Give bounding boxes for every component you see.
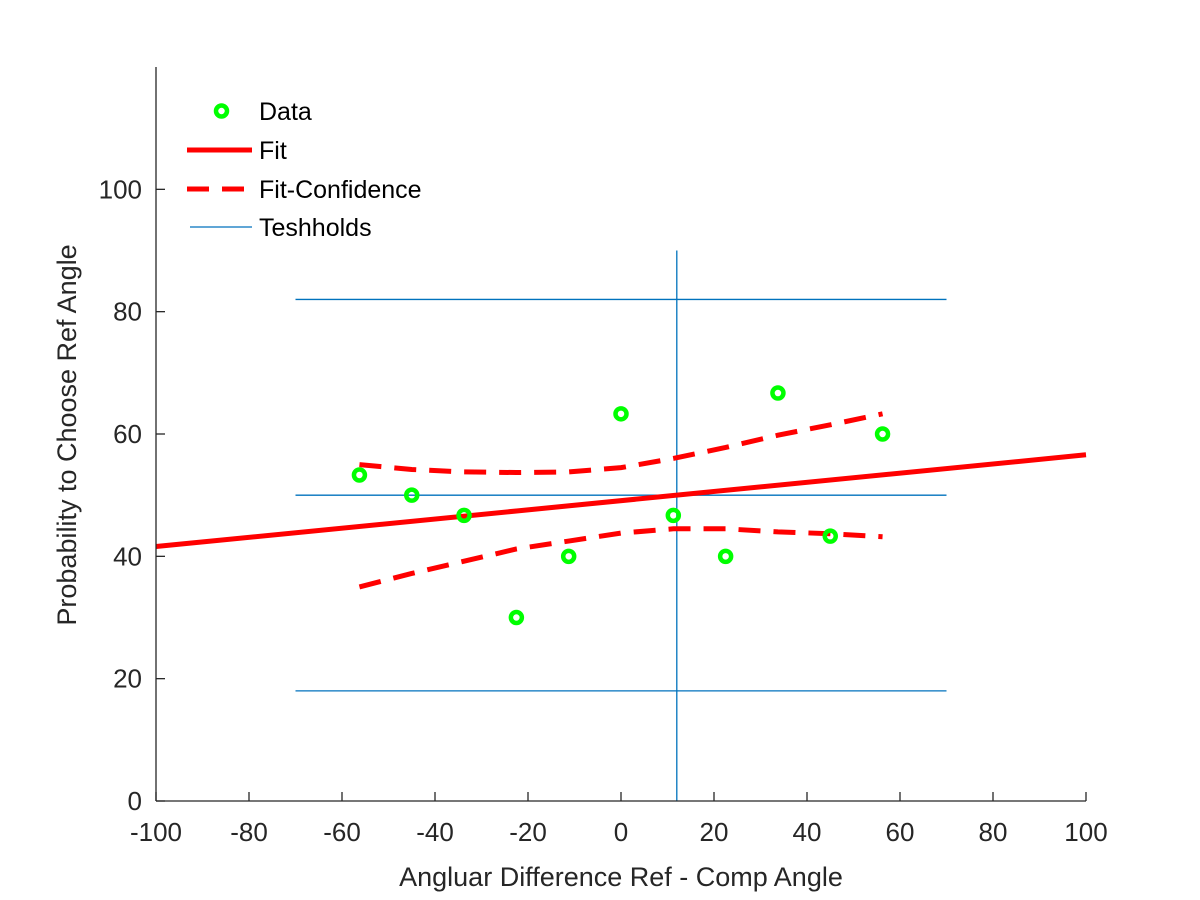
- x-tick-label: -20: [509, 817, 547, 847]
- plot-area: [155, 250, 1087, 801]
- data-point: [770, 385, 786, 401]
- fit-line: [155, 452, 1087, 550]
- y-tick-label: 60: [113, 419, 142, 449]
- x-tick-label: 0: [614, 817, 628, 847]
- axes: -100 -80 -60 -40 -20 0 20 40 60 80 100 0 20 40 60 80 10…: [99, 67, 1108, 847]
- y-ticks: 0 20 40 60 80 100: [99, 174, 165, 816]
- x-tick-label: -100: [130, 817, 182, 847]
- fit-layer: [155, 452, 1087, 550]
- data-point: [874, 426, 891, 442]
- y-axis-title: Probability to Choose Ref Angle: [52, 244, 82, 625]
- x-tick-label: 100: [1064, 817, 1107, 847]
- legend-item-data: Data: [213, 98, 312, 126]
- data-point: [456, 507, 472, 524]
- confidence-layer: [358, 411, 884, 590]
- x-tick-label: -80: [230, 817, 268, 847]
- x-tick-label: 60: [886, 817, 915, 847]
- x-tick-label: 80: [979, 817, 1008, 847]
- thresholds-layer: [295, 250, 947, 801]
- legend-label-thresholds: Teshholds: [259, 214, 372, 242]
- data-point: [404, 487, 420, 503]
- confidence-band-lower: [358, 526, 883, 590]
- data-point: [717, 548, 734, 565]
- y-tick-label: 80: [113, 297, 142, 327]
- legend: Data Fit Fit-Confidence Teshholds: [187, 98, 422, 242]
- x-tick-label: 40: [793, 817, 822, 847]
- x-axis-title: Angluar Difference Ref - Comp Angle: [399, 862, 843, 892]
- legend-label-fit: Fit: [259, 137, 287, 165]
- legend-label-data: Data: [259, 98, 312, 126]
- legend-label-fit-confidence: Fit-Confidence: [259, 176, 422, 204]
- legend-item-fit: Fit: [187, 137, 287, 165]
- x-tick-label: -60: [323, 817, 361, 847]
- legend-data-marker-icon: [213, 103, 230, 119]
- data-point: [560, 548, 577, 565]
- y-tick-label: 20: [113, 664, 142, 694]
- x-tick-label: 20: [700, 817, 729, 847]
- data-point: [613, 406, 629, 422]
- data-points-layer: [351, 385, 891, 626]
- data-point: [351, 467, 368, 483]
- legend-item-fit-confidence: Fit-Confidence: [187, 176, 422, 204]
- y-tick-label: 100: [99, 174, 142, 204]
- confidence-band-upper: [359, 411, 884, 476]
- data-point: [508, 609, 525, 626]
- legend-item-thresholds: Teshholds: [190, 214, 372, 242]
- y-tick-label: 40: [113, 541, 142, 571]
- x-tick-label: -40: [416, 817, 454, 847]
- data-point: [665, 507, 682, 524]
- data-point: [822, 528, 838, 544]
- y-tick-label: 0: [128, 786, 142, 816]
- x-ticks: -100 -80 -60 -40 -20 0 20 40 60 80 100: [130, 792, 1108, 847]
